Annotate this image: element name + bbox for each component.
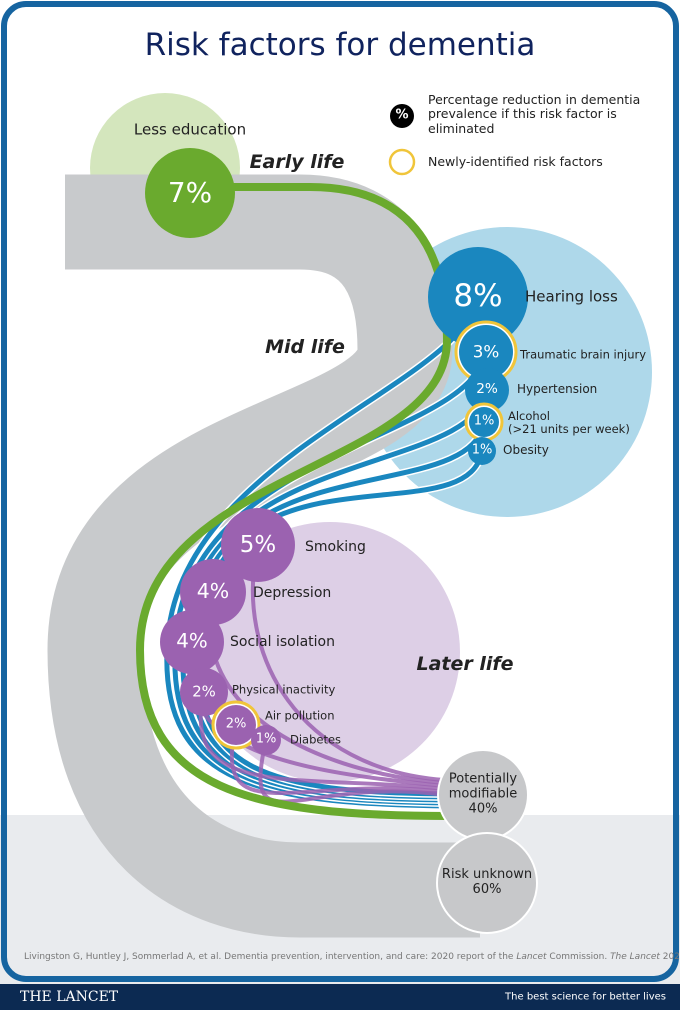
footer-tagline: The best science for better lives bbox=[505, 991, 666, 1003]
risk-circle bbox=[221, 508, 295, 582]
citation: Livingston G, Huntley J, Sommerlad A, et… bbox=[24, 952, 680, 962]
risk-percentage: 4% bbox=[176, 629, 208, 653]
risk-label: Air pollution bbox=[265, 708, 335, 723]
legend-symbol-text: % bbox=[395, 107, 409, 123]
risk-circle bbox=[216, 705, 256, 745]
risk-circle bbox=[160, 610, 224, 674]
risk-label: Less education bbox=[133, 120, 247, 139]
risk-label: Social isolation bbox=[230, 633, 335, 650]
risk-circle bbox=[251, 725, 281, 755]
citation-part: 2020. bbox=[662, 952, 680, 962]
risk-circle bbox=[180, 668, 228, 716]
citation-part: Lancet bbox=[516, 952, 547, 962]
risk-label: Physical inactivity bbox=[232, 682, 336, 697]
risk-circle bbox=[180, 559, 246, 625]
stage-label: Early life bbox=[249, 151, 345, 174]
stage-label: Later life bbox=[416, 653, 514, 676]
risk-percentage: 2% bbox=[476, 381, 498, 398]
summary-circle bbox=[436, 832, 538, 934]
risk-percentage: 5% bbox=[239, 531, 277, 558]
risk-percentage: 7% bbox=[167, 175, 213, 209]
risk-percentage: 8% bbox=[453, 278, 503, 315]
citation-part: Commission. bbox=[546, 952, 611, 962]
summary-label: Risk unknown 60% bbox=[441, 867, 533, 897]
risk-percentage: 1% bbox=[473, 413, 495, 429]
later-zone bbox=[200, 522, 460, 782]
risk-label: Obesity bbox=[503, 443, 549, 458]
risk-percentage: 1% bbox=[471, 442, 493, 458]
risk-percentage: 3% bbox=[472, 341, 500, 362]
legend-new-symbol bbox=[388, 148, 416, 176]
risk-percentage: 2% bbox=[225, 716, 247, 732]
later-flow bbox=[229, 724, 446, 795]
early-flow bbox=[135, 183, 452, 820]
footer-bar bbox=[0, 984, 680, 1010]
risk-label: Alcohol (>21 units per week) bbox=[508, 408, 630, 436]
legend-new-text: Newly-identified risk factors bbox=[428, 153, 603, 169]
title: Risk factors for dementia bbox=[144, 27, 536, 64]
risk-label: Traumatic brain injury bbox=[520, 347, 647, 362]
risk-circle bbox=[465, 368, 509, 412]
risk-label: Diabetes bbox=[290, 732, 342, 747]
later-flow bbox=[258, 739, 446, 804]
risk-circle bbox=[428, 247, 528, 347]
citation-part: The Lancet bbox=[610, 952, 660, 962]
footer-brand: THE LANCET bbox=[20, 988, 119, 1005]
risk-circle bbox=[459, 325, 513, 379]
life-path bbox=[47, 174, 480, 938]
frame bbox=[1, 1, 679, 982]
risk-circle bbox=[469, 407, 499, 437]
risk-percentage: 2% bbox=[192, 682, 216, 701]
risk-circle bbox=[468, 437, 496, 465]
risk-label: Hypertension bbox=[517, 382, 598, 397]
summary-label: Potentially modifiable 40% bbox=[448, 771, 518, 817]
risk-label: Smoking bbox=[305, 538, 366, 555]
risk-label: Depression bbox=[253, 584, 332, 601]
later-flow bbox=[250, 544, 446, 782]
risk-label: Hearing loss bbox=[525, 287, 618, 306]
risk-percentage: 4% bbox=[196, 579, 230, 604]
legend-pct-symbol bbox=[390, 104, 414, 128]
risk-percentage: 1% bbox=[255, 731, 277, 747]
risk-circle bbox=[145, 148, 235, 238]
stage-label: Mid life bbox=[265, 336, 345, 359]
citation-part: Livingston G, Huntley J, Sommerlad A, et… bbox=[24, 952, 517, 962]
legend-pct-text: Percentage reduction in dementia prevale… bbox=[428, 92, 641, 136]
